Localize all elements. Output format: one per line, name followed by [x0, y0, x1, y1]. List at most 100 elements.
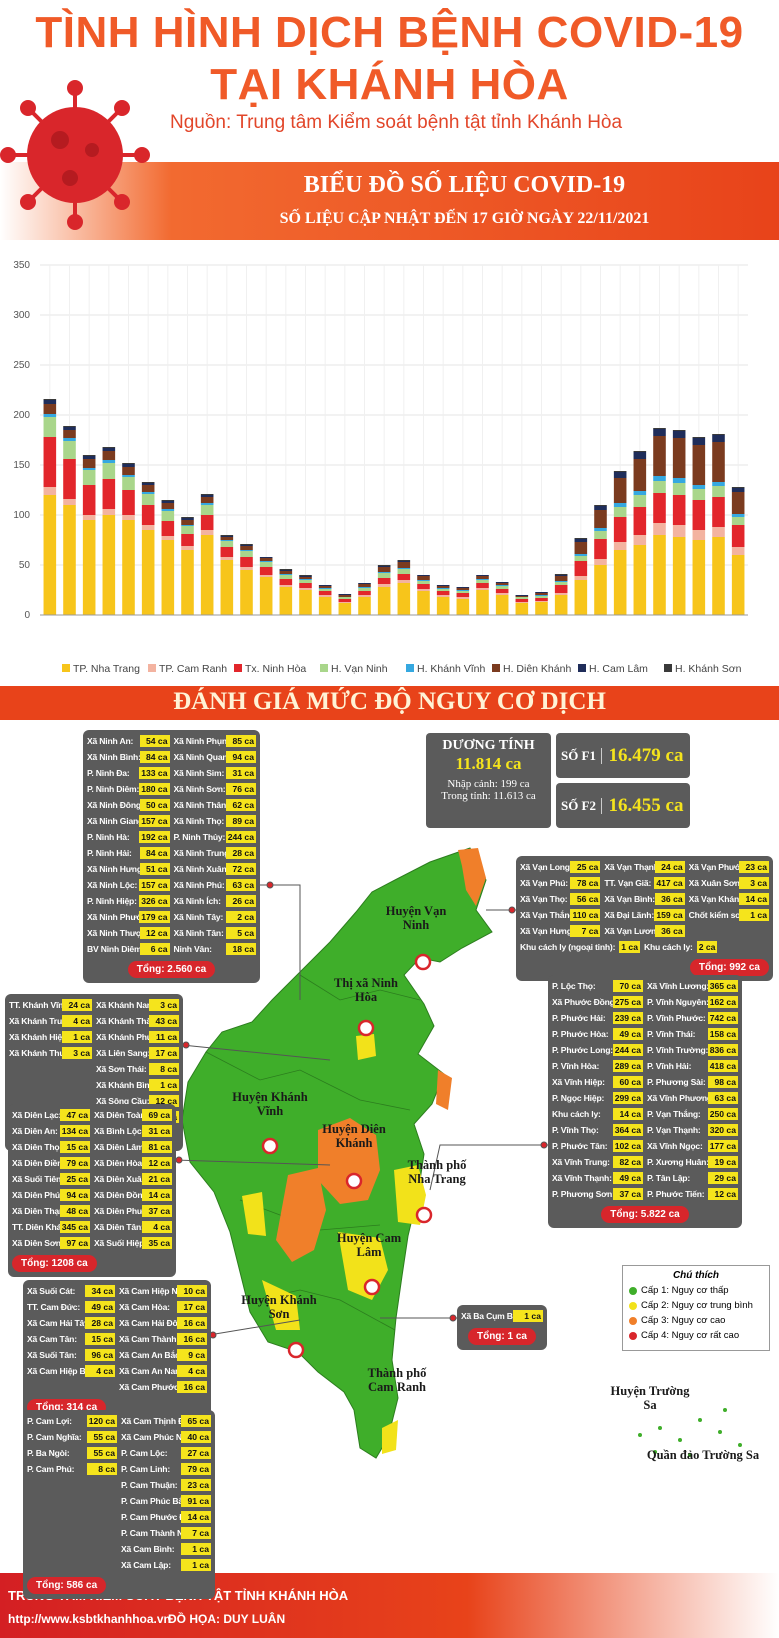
panel-row: P. Phương Sơn: 37 ca: [552, 1187, 643, 1202]
bar-segment: [397, 561, 411, 562]
case-count: 55 ca: [87, 1431, 117, 1444]
panel-row: Xã Suối Hiệp: 35 ca: [94, 1236, 172, 1251]
panel-row: BV Ninh Diêm: 6 ca: [87, 942, 170, 957]
bar-segment: [731, 514, 745, 517]
bar-segment: [279, 571, 293, 574]
panel-row: Xã Ninh Phú: 63 ca: [174, 878, 256, 893]
commune-name: P. Vĩnh Thái:: [647, 1029, 696, 1040]
bar-segment: [338, 597, 352, 599]
case-count: 16 ca: [177, 1317, 207, 1330]
commune-name: P. Cam Thành Nam:: [121, 1528, 181, 1539]
bar-segment: [712, 497, 725, 527]
panel-total-wrap: Tổng: 1208 ca: [12, 1252, 172, 1272]
commune-name: TT. Vạn Giã:: [604, 878, 652, 889]
commune-name: P. Ninh Hải:: [87, 848, 132, 859]
bar-segment: [279, 570, 293, 571]
bar-segment: [554, 582, 568, 585]
bar-segment: [200, 503, 214, 505]
commune-name: Xã Ba Cụm Bắc:: [461, 1311, 513, 1322]
case-count: 56 ca: [570, 893, 601, 906]
commune-name: Xã Vạn Hưng:: [520, 926, 571, 937]
bar-segment: [220, 541, 234, 547]
panel-columns: Xã Ba Cụm Bắc:1 ca: [461, 1309, 543, 1325]
panel-row: P. Cam Thành Nam:7 ca: [121, 1526, 211, 1541]
bar-segment: [102, 479, 116, 509]
domestic-cases: Trong tỉnh: 11.613 ca: [441, 790, 536, 802]
footer-credit: ĐỒ HỌA: DUY LUÂN: [168, 1612, 286, 1626]
bar-segment: [417, 580, 430, 581]
bar-segment: [358, 588, 371, 591]
bar-segment: [515, 595, 529, 596]
bar-segment: [417, 575, 430, 576]
panel-row: Xã Diên Đồng:14 ca: [94, 1188, 172, 1203]
bar-segment: [712, 435, 725, 442]
case-count: 98 ca: [708, 1076, 738, 1089]
case-count: 3 ca: [62, 1047, 92, 1060]
case-count: 239 ca: [612, 1012, 643, 1025]
bar-segment: [299, 575, 312, 576]
bar-segment: [377, 567, 391, 572]
panel-row: Xã Ninh Hưng: 51 ca: [87, 862, 170, 877]
panel-row: P. Vĩnh Trường: 836 ca: [647, 1043, 738, 1058]
bar-segment: [397, 580, 411, 583]
panel-column: Xã Diên Lạc: 47 ca Xã Diên An: 134 ca Xã Diê…: [12, 1108, 90, 1252]
commune-name: Xã Khánh Hiệp:: [9, 1032, 62, 1043]
bar-segment: [181, 520, 194, 525]
bar-segment: [220, 536, 234, 537]
islands: [638, 1408, 742, 1457]
bar-segment: [122, 475, 135, 477]
bar-segment: [377, 584, 391, 587]
case-count: 24 ca: [654, 861, 685, 874]
panel-column: Xã Ninh An: 54 ca Xã Ninh Bình: 84 ca P. Nin…: [87, 734, 170, 958]
legend-dot: [629, 1286, 637, 1295]
panel-row: Xã Cam Hải Đông:16 ca: [119, 1316, 207, 1331]
case-count: 12 ca: [142, 1157, 172, 1170]
bar-segment: [692, 445, 706, 485]
panel-row: TT. Cam Đức: 49 ca: [27, 1300, 115, 1315]
risk-banner: [0, 686, 779, 720]
legend-label: H. Khánh Sơn: [675, 663, 742, 675]
bar-segment: [456, 591, 470, 593]
bar-segment: [240, 544, 253, 545]
summary-box: SỐ F2 16.455 ca: [556, 783, 690, 828]
bar-segment: [554, 581, 568, 582]
commune-name: Xã Ninh Ích:: [173, 896, 221, 907]
panel-row: Xã Khánh Bình:1 ca: [96, 1078, 179, 1093]
commune-name: Ninh Vân:: [173, 944, 213, 955]
bar-segment: [515, 596, 529, 597]
panel-row: P. Phước Tân: 102 ca: [552, 1139, 643, 1154]
bar-segment: [456, 587, 470, 588]
panel-columns: Xã Vạn Long: 25 ca Xã Vạn Phú: 78 ca Xã Vạn …: [520, 860, 769, 940]
panel-row: Xã Vạn Long: 25 ca: [520, 860, 601, 875]
panel-row: P. Cam Nghĩa: 55 ca: [27, 1430, 117, 1445]
commune-name: P. Vĩnh Trường:: [647, 1045, 708, 1056]
panel-row: P. Phước Tiến: 12 ca: [647, 1187, 738, 1202]
commune-name: P. Ninh Diêm:: [87, 784, 140, 795]
commune-name: P. Ngọc Hiệp:: [552, 1093, 605, 1104]
bar-segment: [554, 575, 568, 576]
commune-name: TT. Khánh Vĩnh:: [9, 1000, 62, 1011]
commune-name: Xã Ninh Sơn:: [173, 784, 226, 795]
case-count: 94 ca: [60, 1189, 90, 1202]
legend-swatch: [62, 664, 70, 672]
case-count: 364 ca: [612, 1124, 643, 1137]
case-count: 89 ca: [226, 815, 256, 828]
bar-segment: [82, 459, 96, 468]
bar-segment: [436, 586, 450, 588]
panel-row: Xã Ninh Tân: 5 ca: [174, 926, 256, 941]
commune-name: Khu cách ly:: [552, 1109, 601, 1120]
bar-segment: [712, 482, 725, 486]
case-count: 43 ca: [149, 1015, 179, 1028]
bar-segment: [358, 597, 371, 615]
bar-segment: [161, 503, 175, 509]
panel-row: P. Ninh Hiệp: 326 ca: [87, 894, 170, 909]
panel-row: Xã Ninh Tây: 2 ca: [174, 910, 256, 925]
bar-segment: [259, 575, 273, 577]
case-count: 18 ca: [226, 943, 256, 956]
bar-segment: [495, 585, 509, 586]
bar-segment: [43, 417, 57, 437]
district-panel: Xã Ba Cụm Bắc:1 ca Tổng: 1 ca: [457, 1305, 547, 1350]
bar-segment: [141, 483, 155, 485]
bar-segment: [279, 587, 293, 615]
